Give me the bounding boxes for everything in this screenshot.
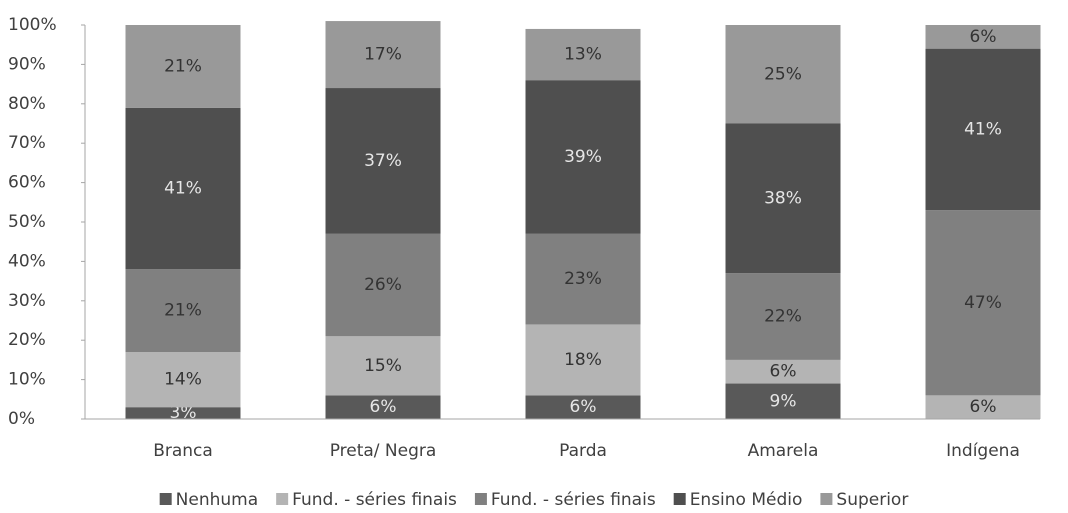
- bar-segment: [525, 324, 641, 396]
- data-label: 41%: [164, 179, 202, 199]
- data-label: 15%: [364, 356, 402, 376]
- data-label: 6%: [970, 27, 997, 47]
- bar-segment: [125, 25, 241, 108]
- data-label: 41%: [964, 119, 1002, 139]
- legend-marker: [276, 493, 289, 505]
- y-tick-label: 0%: [8, 409, 35, 429]
- data-label: 22%: [764, 307, 802, 327]
- y-tick-label: 100%: [8, 15, 57, 35]
- data-label: 21%: [164, 56, 202, 76]
- bar-segment: [725, 359, 841, 384]
- bar-segment: [525, 233, 641, 325]
- legend-label: Fund. - séries finais: [491, 490, 656, 510]
- bar-segment: [725, 25, 841, 124]
- bar-segment: [525, 80, 641, 234]
- data-label: 6%: [970, 397, 997, 417]
- legend-label: Ensino Médio: [690, 490, 803, 510]
- bar-segment: [125, 269, 241, 353]
- bar-segment: [125, 352, 241, 408]
- y-tick-label: 80%: [8, 94, 46, 114]
- x-tick-label: Indígena: [946, 441, 1020, 461]
- bar-segment: [525, 28, 641, 81]
- data-label: 6%: [570, 397, 597, 417]
- data-label: 47%: [964, 293, 1002, 313]
- bar-segment: [125, 107, 241, 270]
- data-label: 18%: [564, 350, 602, 370]
- legend-marker: [673, 493, 686, 505]
- data-label: 9%: [770, 391, 797, 411]
- bar-segment: [125, 407, 241, 419]
- x-tick-label: Parda: [559, 441, 607, 461]
- legend-marker: [474, 493, 487, 505]
- bar-segment: [325, 336, 441, 396]
- y-tick-label: 70%: [8, 133, 46, 153]
- y-tick-label: 10%: [8, 370, 46, 390]
- bar-segment: [325, 21, 441, 89]
- bar-segment: [925, 210, 1041, 396]
- data-label: 17%: [364, 45, 402, 65]
- bar-segment: [925, 395, 1041, 419]
- legend-marker: [159, 493, 172, 505]
- data-label: 26%: [364, 275, 402, 295]
- bar-segment: [725, 123, 841, 274]
- legend-label: Superior: [836, 490, 908, 510]
- bar-segment: [525, 395, 641, 419]
- bar-segment: [925, 25, 1041, 49]
- bar-segment: [325, 395, 441, 419]
- x-tick-label: Branca: [153, 441, 213, 461]
- legend-label: Fund. - séries finais: [292, 490, 457, 510]
- bar-segment: [725, 383, 841, 419]
- data-label: 3%: [170, 403, 197, 423]
- legend-marker: [820, 493, 833, 505]
- bar-segment: [725, 273, 841, 360]
- y-tick-label: 30%: [8, 291, 46, 311]
- x-tick-label: Amarela: [748, 441, 819, 461]
- legend-label: Nenhuma: [176, 490, 258, 510]
- data-label: 37%: [364, 151, 402, 171]
- bar-segment: [925, 48, 1041, 211]
- data-label: 13%: [564, 45, 602, 65]
- data-label: 6%: [770, 362, 797, 382]
- data-label: 21%: [164, 301, 202, 321]
- y-tick-label: 40%: [8, 251, 46, 271]
- data-label: 39%: [564, 147, 602, 167]
- data-label: 14%: [164, 370, 202, 390]
- data-label: 23%: [564, 269, 602, 289]
- y-tick-label: 90%: [8, 54, 46, 74]
- bar-segment: [325, 88, 441, 234]
- y-tick-label: 50%: [8, 212, 46, 232]
- data-label: 6%: [370, 397, 397, 417]
- data-label: 38%: [764, 188, 802, 208]
- x-tick-label: Preta/ Negra: [330, 441, 437, 461]
- data-label: 25%: [764, 64, 802, 84]
- bar-segment: [325, 233, 441, 337]
- y-tick-label: 60%: [8, 173, 46, 193]
- y-tick-label: 20%: [8, 330, 46, 350]
